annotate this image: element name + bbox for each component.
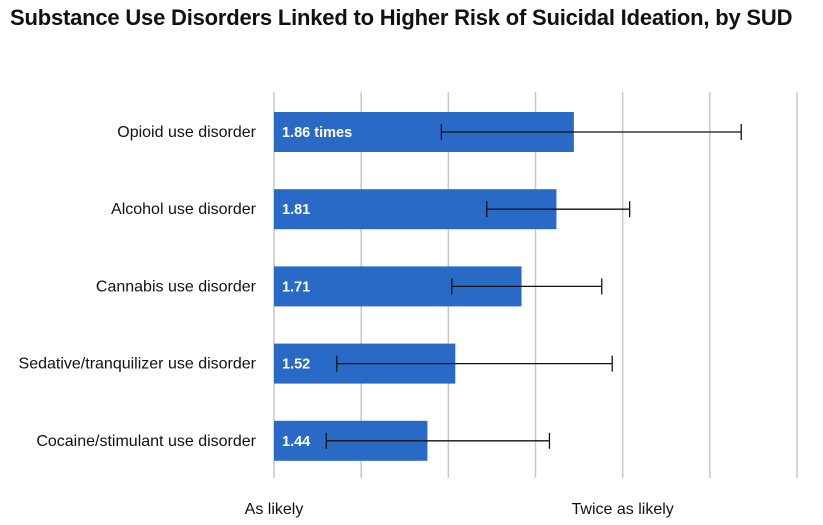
error-bar <box>486 201 631 218</box>
error-bar <box>440 124 742 140</box>
data-label: 1.44 <box>282 434 310 450</box>
error-bar <box>336 355 613 372</box>
data-label: 1.71 <box>282 279 310 295</box>
data-label: 1.52 <box>282 357 310 373</box>
category-label: Sedative/tranquilizer use disorder <box>19 356 257 373</box>
category-label: Alcohol use disorder <box>111 201 257 218</box>
category-label: Cannabis use disorder <box>96 278 257 295</box>
x-tick-label: As likely <box>245 501 304 518</box>
x-tick-label: Twice as likely <box>572 501 674 518</box>
error-bar <box>451 278 603 295</box>
category-label: Opioid use disorder <box>117 124 256 141</box>
data-label: 1.86 times <box>282 125 352 141</box>
chart-title: Substance Use Disorders Linked to Higher… <box>10 5 793 30</box>
category-label: Cocaine/stimulant use disorder <box>36 433 256 450</box>
data-label: 1.81 <box>282 202 310 218</box>
error-bar <box>325 432 551 449</box>
